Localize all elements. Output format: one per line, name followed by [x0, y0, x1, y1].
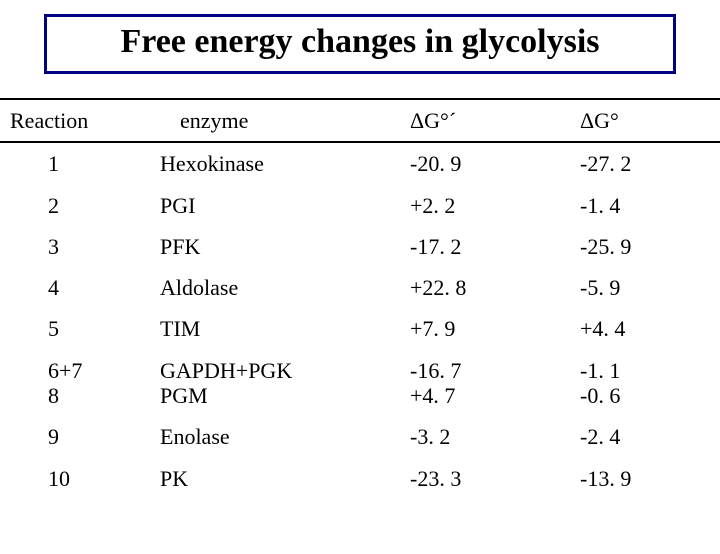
- cell-dg2: -2. 4: [570, 416, 720, 457]
- table-row: 2 PGI +2. 2 -1. 4: [0, 185, 720, 226]
- col-header-reaction: Reaction: [0, 99, 150, 142]
- cell-dg1: -23. 3: [400, 458, 570, 499]
- cell-enzyme: Aldolase: [150, 267, 400, 308]
- cell-dg2: -27. 2: [570, 142, 720, 184]
- cell-reaction: 10: [0, 458, 150, 499]
- cell-reaction: 4: [0, 267, 150, 308]
- page-title: Free energy changes in glycolysis: [120, 23, 599, 60]
- col-header-dg-std: ΔG°: [570, 99, 720, 142]
- cell-dg2: -25. 9: [570, 226, 720, 267]
- cell-dg1: +7. 9: [400, 308, 570, 349]
- cell-dg1: +2. 2: [400, 185, 570, 226]
- table-row: 5 TIM +7. 9 +4. 4: [0, 308, 720, 349]
- cell-dg2: -13. 9: [570, 458, 720, 499]
- title-box: Free energy changes in glycolysis: [44, 14, 676, 74]
- table-row: 10 PK -23. 3 -13. 9: [0, 458, 720, 499]
- cell-dg1: -3. 2: [400, 416, 570, 457]
- cell-enzyme: PK: [150, 458, 400, 499]
- cell-dg2: +4. 4: [570, 308, 720, 349]
- table-row: 4 Aldolase +22. 8 -5. 9: [0, 267, 720, 308]
- cell-reaction: 3: [0, 226, 150, 267]
- cell-reaction: 2: [0, 185, 150, 226]
- cell-dg1: -20. 9: [400, 142, 570, 184]
- cell-enzyme: Hexokinase: [150, 142, 400, 184]
- cell-reaction: 1: [0, 142, 150, 184]
- cell-enzyme: TIM: [150, 308, 400, 349]
- table-body: 1 Hexokinase -20. 9 -27. 2 2 PGI +2. 2 -…: [0, 142, 720, 499]
- table-row: 9 Enolase -3. 2 -2. 4: [0, 416, 720, 457]
- cell-dg1: -17. 2: [400, 226, 570, 267]
- cell-dg2: -1. 4: [570, 185, 720, 226]
- cell-dg2: -1. 1-0. 6: [570, 350, 720, 417]
- cell-dg2: -5. 9: [570, 267, 720, 308]
- cell-dg1: -16. 7+4. 7: [400, 350, 570, 417]
- cell-reaction: 9: [0, 416, 150, 457]
- cell-enzyme: Enolase: [150, 416, 400, 457]
- table-header-row: Reaction enzyme ΔG°´ ΔG°: [0, 99, 720, 142]
- cell-enzyme: PFK: [150, 226, 400, 267]
- cell-enzyme: GAPDH+PGKPGM: [150, 350, 400, 417]
- table-row: 1 Hexokinase -20. 9 -27. 2: [0, 142, 720, 184]
- cell-reaction: 5: [0, 308, 150, 349]
- col-header-dg-std-prime: ΔG°´: [400, 99, 570, 142]
- table-row: 3 PFK -17. 2 -25. 9: [0, 226, 720, 267]
- cell-dg1: +22. 8: [400, 267, 570, 308]
- col-header-enzyme: enzyme: [150, 99, 400, 142]
- cell-reaction: 6+78: [0, 350, 150, 417]
- cell-enzyme: PGI: [150, 185, 400, 226]
- table-row: 6+78 GAPDH+PGKPGM -16. 7+4. 7 -1. 1-0. 6: [0, 350, 720, 417]
- glycolysis-table: Reaction enzyme ΔG°´ ΔG° 1 Hexokinase -2…: [0, 98, 720, 499]
